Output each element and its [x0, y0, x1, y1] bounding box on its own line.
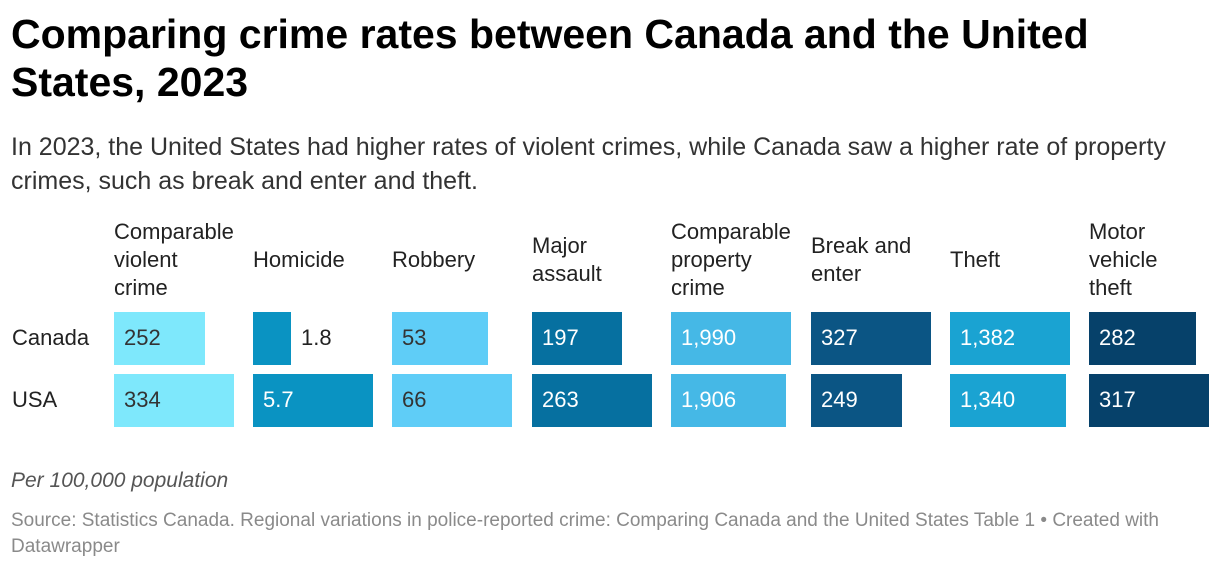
source-credit: Source: Statistics Canada. Regional vari… — [11, 510, 1159, 557]
value-label: 327 — [821, 325, 858, 350]
bar — [950, 374, 1066, 427]
value-label: 252 — [124, 325, 161, 350]
bar — [811, 312, 931, 365]
bar — [392, 374, 512, 427]
value-label: 1,990 — [681, 325, 737, 350]
bar — [950, 312, 1070, 365]
value-label: 263 — [542, 387, 579, 412]
value-label: 5.7 — [263, 387, 294, 412]
unit-note: Per 100,000 population — [11, 469, 229, 492]
bar — [114, 312, 205, 365]
value-label: 1,906 — [681, 387, 737, 412]
value-label: 249 — [821, 387, 858, 412]
bar — [671, 312, 791, 365]
row-label: USA — [12, 387, 58, 412]
bar — [253, 312, 291, 365]
bar — [1089, 374, 1209, 427]
column-header: Robbery — [392, 247, 476, 272]
value-label: 334 — [124, 387, 161, 412]
bar — [1089, 312, 1196, 365]
bar — [392, 312, 488, 365]
chart-subtitle: In 2023, the United States had higher ra… — [11, 133, 1166, 195]
bar — [114, 374, 234, 427]
value-label: 53 — [402, 325, 427, 350]
column-header: Break and enter — [811, 233, 912, 286]
column-header: Comparable violent crime — [114, 219, 234, 300]
bar — [811, 374, 902, 427]
column-header: Motor vehicle theft — [1089, 219, 1158, 300]
bar — [532, 312, 622, 365]
bar — [532, 374, 652, 427]
value-label: 66 — [402, 387, 427, 412]
row-label: Canada — [12, 325, 90, 350]
column-header: Comparable property crime — [671, 219, 791, 300]
bar — [253, 374, 373, 427]
value-label: 282 — [1099, 325, 1136, 350]
value-label: 1,382 — [960, 325, 1016, 350]
value-label: 317 — [1099, 387, 1136, 412]
chart-title: Comparing crime rates between Canada and… — [11, 11, 1089, 105]
column-header: Theft — [950, 247, 1001, 272]
column-header: Homicide — [253, 247, 345, 272]
value-label: 197 — [542, 325, 579, 350]
column-header: Major assault — [532, 233, 602, 286]
value-label: 1.8 — [301, 325, 332, 350]
value-label: 1,340 — [960, 387, 1016, 412]
bar — [671, 374, 786, 427]
